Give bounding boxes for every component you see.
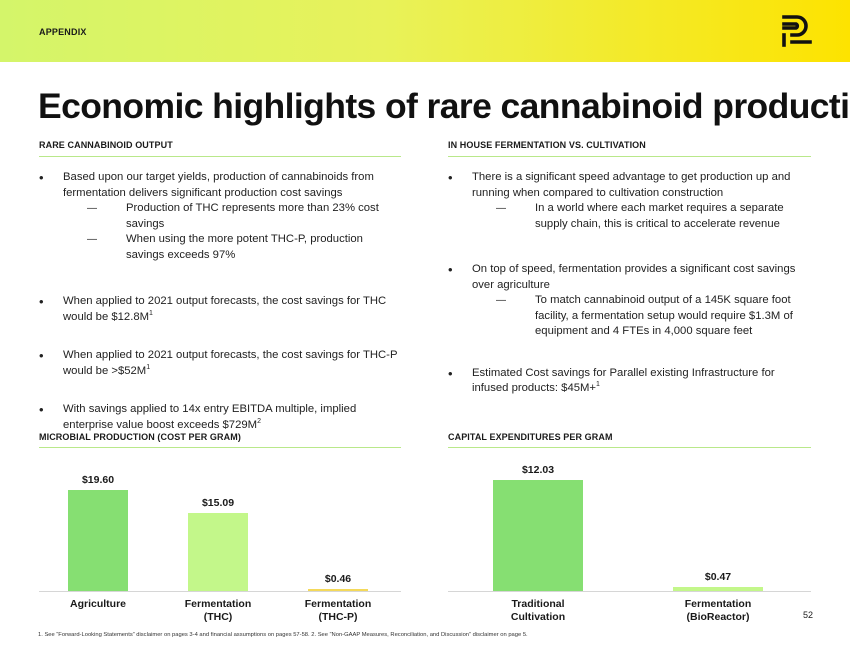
category-label: Agriculture <box>69 598 126 610</box>
left-sub-bullet: Production of THC represents more than 2… <box>87 201 401 232</box>
bar-3 <box>308 588 368 591</box>
left-bullet-3: When applied to 2021 output forecasts, t… <box>39 348 401 379</box>
right-section-rule <box>448 156 811 157</box>
right-bullet-3: Estimated Cost savings for Parallel exis… <box>448 366 810 397</box>
chart-1-title: MICROBIAL PRODUCTION (COST PER GRAM) <box>39 432 241 442</box>
chart-baseline <box>448 591 811 592</box>
page-title: Economic highlights of rare cannabinoid … <box>38 86 850 126</box>
right-bullet-1: There is a significant speed advantage t… <box>448 170 810 232</box>
right-bullet-2: On top of speed, fermentation provides a… <box>448 262 810 340</box>
bar-value-label: $12.03 <box>521 464 555 476</box>
bar-1 <box>68 490 128 591</box>
footnote-ref: 1 <box>149 309 153 317</box>
category-label: Fermentation (THC) <box>184 598 252 623</box>
parallel-logo-icon <box>782 15 812 47</box>
left-sub-bullet: When using the more potent THC-P, produc… <box>87 232 401 263</box>
left-bullet-list: Based upon our target yields, production… <box>39 170 401 433</box>
bar-value-label: $15.09 <box>201 497 235 510</box>
category-label: Fermentation (THC-P) <box>304 598 372 623</box>
right-sub-bullet: To match cannabinoid output of a 145K sq… <box>496 293 810 340</box>
left-section-heading: RARE CANNABINOID OUTPUT <box>39 140 173 150</box>
right-bullet-list: There is a significant speed advantage t… <box>448 170 810 397</box>
category-label: Fermentation (BioReactor) <box>684 598 752 623</box>
left-bullet-2: When applied to 2021 output forecasts, t… <box>39 294 401 325</box>
bar-2 <box>673 586 763 591</box>
appendix-label: APPENDIX <box>39 27 87 37</box>
footnote-ref: 1 <box>596 381 600 388</box>
footnote-text: 1. See “Forward-Looking Statements” disc… <box>38 632 528 638</box>
chart-2-title: CAPITAL EXPENDITURES PER GRAM <box>448 432 613 442</box>
bar-value-label: $0.46 <box>324 572 352 585</box>
bar-value-label: $0.47 <box>704 570 732 583</box>
bar-2 <box>188 513 248 591</box>
right-sub-bullet: In a world where each market requires a … <box>496 201 810 232</box>
category-label: Traditional Cultivation <box>510 598 566 623</box>
chart-1-rule <box>39 447 401 448</box>
header-banner <box>0 0 850 62</box>
left-bullet-1: Based upon our target yields, production… <box>39 170 401 263</box>
footnote-ref: 2 <box>257 417 261 425</box>
bar-1 <box>493 480 583 591</box>
footnote-ref: 1 <box>146 363 151 371</box>
chart-2-rule <box>448 447 811 448</box>
right-section-heading: IN HOUSE FERMENTATION VS. CULTIVATION <box>448 140 646 150</box>
bar-value-label: $19.60 <box>81 474 115 486</box>
left-section-rule <box>39 156 401 157</box>
page-number: 52 <box>803 610 814 620</box>
left-bullet-4: With savings applied to 14x entry EBITDA… <box>39 402 401 433</box>
chart-baseline <box>39 591 401 592</box>
